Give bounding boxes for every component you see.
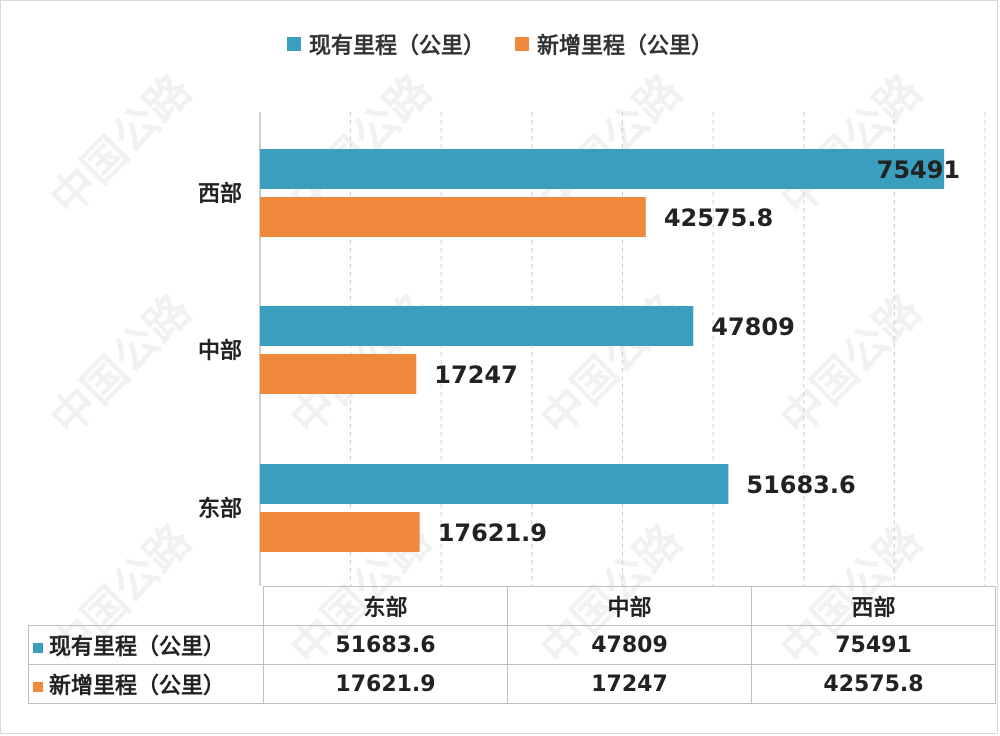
table-swatch-existing (33, 643, 43, 653)
category-label: 中部 (198, 338, 242, 364)
bar-new (260, 512, 420, 552)
table-swatch-new (33, 682, 43, 692)
table-cell: 42575.8 (751, 664, 996, 704)
table-cell: 75491 (751, 625, 996, 665)
bar-chart: 东部 51683.6 17621.9 中部 47809 17247 西部 75491 42575… (198, 112, 986, 586)
bar-new (260, 354, 417, 394)
table-corner (28, 586, 264, 626)
table-row-label: 现有里程（公里） (49, 635, 226, 660)
data-label: 42575.8 (664, 204, 773, 232)
legend: 现有里程（公里） 新增里程（公里） (0, 28, 1000, 60)
legend-swatch-new (515, 37, 529, 51)
data-table: 东部 中部 西部 现有里程（公里） 51683.6 47809 75491 新增… (28, 586, 996, 704)
bar-new (260, 197, 646, 237)
table-row-header: 现有里程（公里） (28, 625, 264, 665)
table-col-header: 西部 (751, 586, 996, 626)
data-label: 17621.9 (438, 519, 547, 547)
legend-label-new: 新增里程（公里） (537, 34, 714, 59)
legend-item-existing: 现有里程（公里） (286, 28, 485, 60)
legend-label-existing: 现有里程（公里） (308, 34, 485, 59)
table-row: 现有里程（公里） 51683.6 47809 75491 (28, 625, 996, 665)
table-row-header: 新增里程（公里） (28, 664, 264, 704)
category-label: 东部 (198, 496, 242, 522)
bar-existing (260, 149, 945, 189)
table-cell: 47809 (507, 625, 752, 665)
category-label: 西部 (198, 181, 242, 207)
data-label: 51683.6 (746, 471, 855, 499)
table-cell: 17621.9 (263, 664, 508, 704)
table-cell: 17247 (507, 664, 752, 704)
table-header-row: 东部 中部 西部 (28, 586, 996, 626)
table-row-label: 新增里程（公里） (49, 674, 226, 699)
table-col-header: 东部 (263, 586, 508, 626)
bar-existing (260, 306, 694, 346)
legend-swatch-existing (286, 37, 301, 51)
data-label: 47809 (711, 313, 795, 341)
table-row: 新增里程（公里） 17621.9 17247 42575.8 (28, 664, 996, 704)
table-cell: 51683.6 (263, 625, 508, 665)
data-label: 17247 (434, 361, 517, 389)
legend-item-new: 新增里程（公里） (515, 28, 713, 60)
table-col-header: 中部 (507, 586, 752, 626)
data-label: 75491 (877, 156, 961, 184)
bar-existing (260, 464, 729, 504)
